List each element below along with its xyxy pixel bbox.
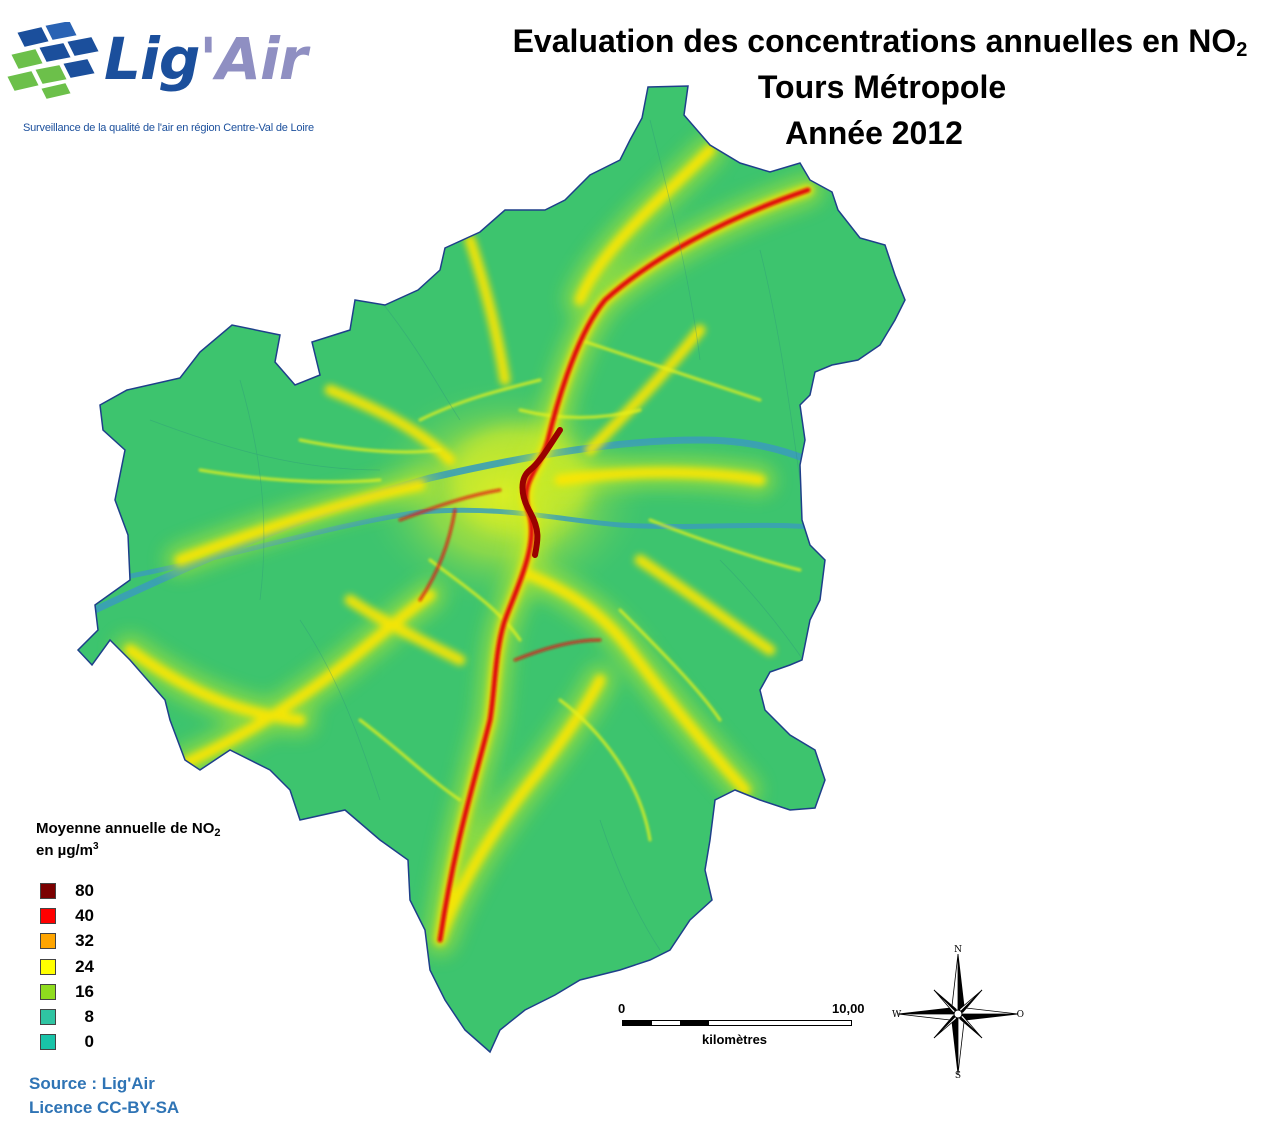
compass-e: O [1017,1010,1024,1020]
legend-item: 16 [40,979,296,1004]
legend-title: Moyenne annuelle de NO2 en µg/m3 [36,820,221,859]
source-credits: Source : Lig'Air Licence CC-BY-SA [29,1072,179,1120]
license-line: Licence CC-BY-SA [29,1098,180,1117]
road-peak-layer [519,427,563,558]
legend-swatch [40,1034,56,1051]
scale-start-label: 0 [618,1001,626,1016]
legend-swatch [40,882,56,899]
title-line-1: Evaluation des concentrations annuelles … [512,23,1248,61]
motorway-peak [519,427,563,558]
legend-items: 80 40 32 24 16 8 0 [40,878,296,1055]
compass-rose-icon: N S W O [892,945,1024,1079]
map-title: Evaluation des concentrations annuelles … [500,18,1260,156]
legend-swatch [40,983,56,1000]
legend-item: 80 [40,878,296,903]
logo-wordmark: Lig'Air [104,25,308,93]
legend-item: 8 [40,1004,296,1029]
legend: Moyenne annuelle de NO2 en µg/m3 80 40 3… [36,818,296,1055]
logo-tagline: Surveillance de la qualité de l'air en r… [23,122,314,134]
title-line-3: Année 2012 [785,115,963,151]
legend-item: 0 [40,1030,296,1055]
ligair-logo: Lig'Air Surveillance de la qualité de l'… [4,22,314,137]
compass-s: S [955,1071,961,1079]
legend-swatch [40,907,56,924]
legend-swatch [40,1009,56,1026]
scale-bar: 0 10,00 kilomètres [600,998,900,1058]
title-line-2: Tours Métropole [757,69,1007,105]
source-line: Source : Lig'Air [29,1074,155,1093]
compass-w: W [892,1010,902,1020]
scale-bar-graphic [622,1020,852,1026]
road-minor-layer [198,338,802,842]
legend-swatch [40,933,56,950]
scale-unit-label: kilomètres [702,1032,768,1047]
legend-item: 32 [40,929,296,954]
scale-end-label: 10,00 [832,1001,865,1016]
compass-n: N [954,945,962,955]
legend-item: 24 [40,954,296,979]
legend-swatch [40,958,56,975]
logo-tiles-icon [4,22,102,102]
legend-item: 40 [40,903,296,928]
